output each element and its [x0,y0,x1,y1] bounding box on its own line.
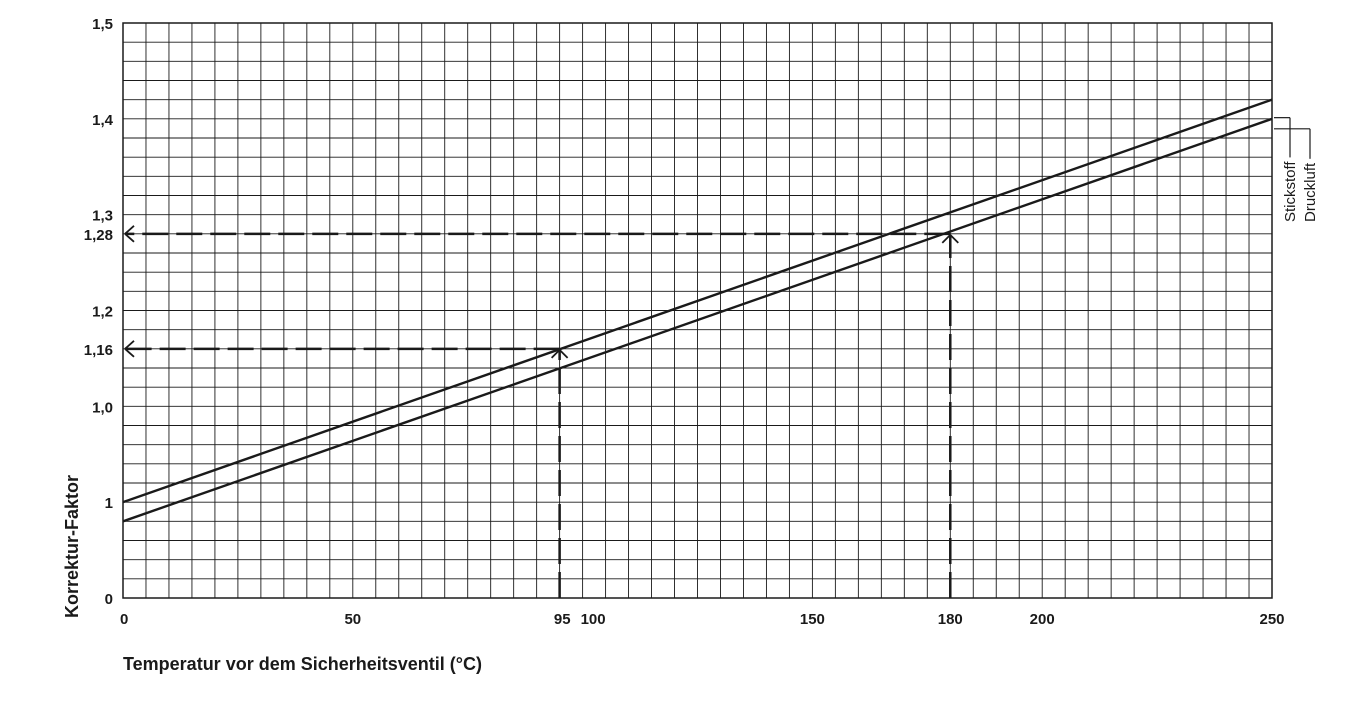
guide-arrowhead-left [124,348,135,358]
series-lines [122,98,1273,523]
guide-arrowhead-up [941,234,951,244]
y-tick-label: 0 [105,591,113,608]
tick-labels: 0 50 95 100 150 180 200 250 0 1 1,0 1,16 1,2 1,28 1,3 1… [84,16,1285,628]
y-tick-label: 1,3 [92,208,113,225]
y-tick-label: 1,16 [84,342,113,359]
y-axis-title: Korrektur-Faktor [62,475,82,618]
x-tick-label: 250 [1259,611,1284,628]
guide-arrowhead-left [124,233,135,243]
legend-label: Stickstoff [1282,161,1299,222]
y-tick-label: 1,4 [92,112,114,129]
x-axis-title: Temperatur vor dem Sicherheitsventil (°C… [123,654,482,674]
guide-arrowhead-up [949,234,959,244]
legend-label: Druckluft [1302,162,1319,222]
x-tick-label: 200 [1030,611,1055,628]
series-line-stickstoff [122,98,1273,504]
plot-border [122,22,1273,599]
guide-arrowhead-up [550,349,561,359]
x-tick-label: 100 [581,611,606,628]
x-tick-label: 150 [800,611,825,628]
x-tick-label: 50 [344,611,361,628]
guide-arrowhead-up [558,349,569,359]
series-line-druckluft [122,117,1273,523]
x-tick-label: 0 [120,611,128,628]
guide-arrowhead-left [124,225,135,235]
y-tick-label: 1,5 [92,16,113,33]
y-tick-label: 1,2 [92,304,113,321]
x-tick-label: 95 [554,611,571,628]
y-tick-label: 1,28 [84,227,113,244]
x-tick-label: 180 [938,611,963,628]
legend: Stickstoff Druckluft [1274,117,1319,222]
reading-guides [124,225,959,598]
grid [123,23,1272,598]
y-tick-label: 1 [105,495,113,512]
guide-arrowhead-left [124,340,135,350]
y-tick-label: 1,0 [92,399,113,416]
